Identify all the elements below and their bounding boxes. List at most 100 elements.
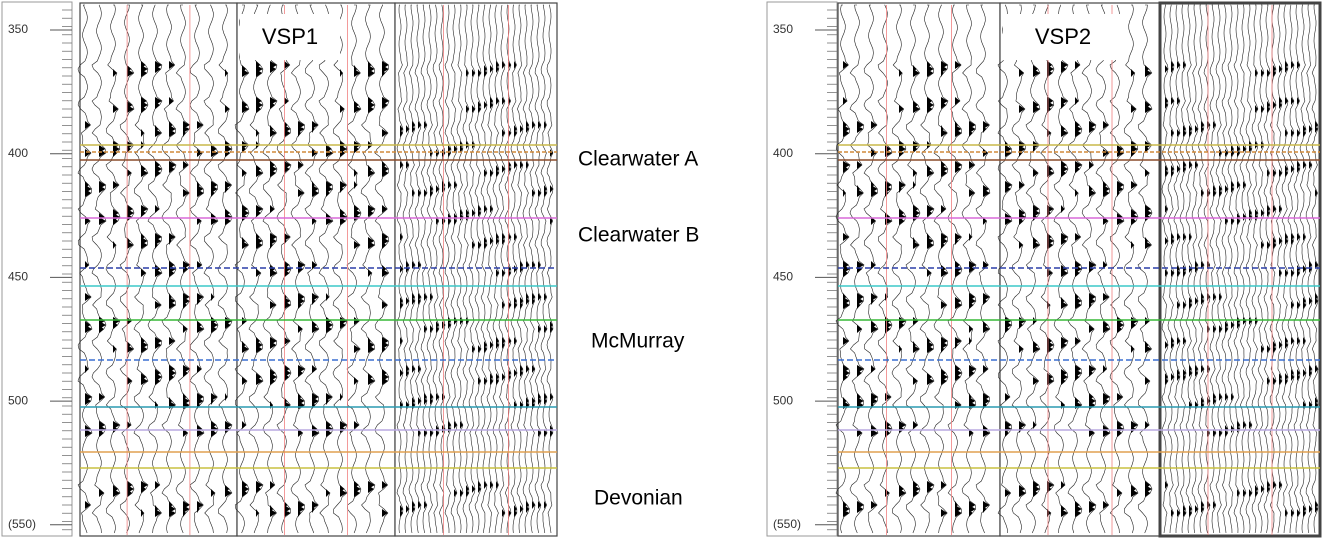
trace-lobe (1165, 65, 1168, 489)
trace (835, 4, 851, 534)
trace (1275, 4, 1283, 534)
trace (1293, 4, 1301, 534)
trace (450, 4, 458, 534)
trace-lobe (1117, 145, 1124, 497)
trace-lobe (113, 69, 120, 497)
trace-lobe (382, 61, 389, 517)
trace (105, 4, 121, 534)
trace (1215, 4, 1223, 534)
trace (1299, 4, 1307, 534)
trace-lobe (1237, 145, 1240, 497)
trace-lobe (1309, 125, 1312, 513)
trace-lobe (1103, 121, 1110, 509)
label-box (240, 14, 340, 60)
trace (1191, 4, 1199, 534)
trace-lobe (1267, 69, 1270, 493)
depth-label: 400 (773, 146, 793, 160)
trace (486, 4, 494, 534)
trace-lobe (448, 145, 451, 433)
trace (318, 4, 334, 534)
trace (540, 4, 548, 534)
depth-label: 400 (8, 146, 28, 160)
trace (1197, 4, 1205, 534)
vsp1-panel: 350 400 450 500 (550) VSP1 (1, 1, 558, 537)
trace (975, 4, 991, 534)
trace (1039, 4, 1055, 534)
trace-lobe (155, 61, 162, 517)
trace (1287, 4, 1295, 534)
trace (147, 4, 163, 534)
vsp-label: VSP2 (1035, 24, 1091, 49)
trace (332, 4, 348, 534)
trace (189, 4, 205, 534)
trace (1221, 4, 1229, 534)
trace (203, 4, 219, 534)
trace (119, 4, 135, 534)
vsp-label: VSP1 (262, 24, 318, 49)
trace-lobe (871, 121, 878, 509)
trace-lobe (843, 61, 850, 517)
trace-lobe (424, 121, 427, 509)
trace-lobe (406, 125, 409, 513)
trace (91, 4, 107, 534)
trace-lobe (1195, 125, 1198, 513)
trace-panel (837, 2, 1001, 537)
trace-lobe (1303, 125, 1306, 517)
trace-lobe (99, 145, 106, 497)
trace-panel (394, 2, 558, 537)
trace-lobe (490, 65, 493, 489)
trace (462, 4, 470, 534)
trace-lobe (1145, 65, 1152, 497)
trace (290, 4, 306, 534)
trace (1173, 4, 1181, 533)
trace-lobe (1075, 61, 1082, 517)
depth-label: (550) (773, 517, 801, 531)
trace (546, 4, 554, 534)
trace (1161, 4, 1169, 534)
trace (1245, 4, 1253, 534)
trace-lobe (270, 61, 277, 517)
trace-lobe (544, 121, 547, 509)
trace (1263, 4, 1271, 534)
trace (961, 4, 977, 534)
trace-lobe (197, 121, 204, 513)
trace (396, 4, 404, 534)
trace (1167, 4, 1175, 534)
trace (133, 4, 149, 534)
trace (905, 4, 921, 534)
trace (175, 4, 191, 534)
trace-lobe (1019, 69, 1026, 497)
trace-lobe (478, 69, 481, 493)
trace (402, 4, 410, 534)
trace (516, 4, 524, 534)
trace (534, 4, 542, 534)
trace (304, 4, 320, 534)
trace (438, 4, 446, 534)
trace-lobe (1249, 141, 1252, 497)
trace (1081, 4, 1097, 534)
depth-label: 350 (8, 22, 28, 36)
trace (360, 4, 376, 534)
trace (1067, 4, 1083, 534)
trace-lobe (1243, 145, 1246, 497)
trace (248, 4, 264, 534)
trace (432, 4, 440, 534)
trace (234, 4, 250, 534)
trace-lobe (899, 69, 906, 497)
trace-lobe (1131, 69, 1138, 497)
trace-lobe (141, 61, 148, 517)
trace-lobe (284, 61, 291, 517)
trace-lobe (1285, 61, 1288, 517)
trace (456, 4, 464, 534)
trace-lobe (520, 125, 523, 513)
trace (919, 4, 935, 534)
trace (408, 4, 416, 534)
trace-lobe (1005, 141, 1012, 497)
trace (1239, 4, 1247, 534)
trace-lobe (955, 61, 962, 517)
trace-panel (236, 2, 396, 537)
trace (217, 4, 233, 534)
trace (262, 4, 278, 534)
depth-scale (766, 1, 838, 537)
